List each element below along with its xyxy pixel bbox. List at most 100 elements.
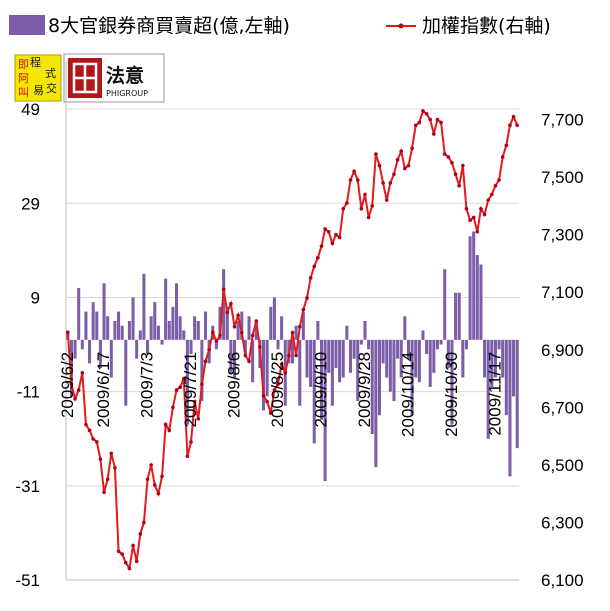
- left-tick-label: -11: [17, 383, 40, 402]
- line-point: [84, 422, 88, 427]
- line-point: [497, 178, 501, 182]
- line-point: [471, 215, 476, 220]
- bar: [305, 339, 309, 378]
- line-point: [305, 296, 309, 300]
- bar: [149, 316, 153, 340]
- line-point: [399, 149, 404, 154]
- left-axis: 49 29 9 -11 -31 -51: [15, 100, 40, 590]
- line-point: [225, 310, 230, 315]
- line-point: [417, 120, 422, 125]
- line-point: [203, 359, 208, 364]
- bar: [84, 311, 88, 340]
- bar: [135, 339, 139, 359]
- right-tick-label: 6,500: [541, 456, 584, 475]
- bar: [138, 330, 142, 340]
- logo-left-char: 叫: [18, 86, 29, 99]
- right-tick-label: 6,700: [541, 398, 584, 417]
- bar: [414, 339, 418, 378]
- bar: [493, 339, 497, 378]
- bar: [214, 339, 218, 350]
- right-tick-label: 7,100: [541, 283, 584, 302]
- bar: [501, 339, 505, 378]
- bar: [515, 339, 519, 449]
- bar: [396, 339, 400, 359]
- line-point: [218, 333, 222, 338]
- bar: [316, 321, 320, 340]
- line-point: [366, 215, 371, 220]
- line-point: [341, 206, 346, 211]
- logo-right-name: 法意: [106, 64, 144, 87]
- logo-left-char: 式: [45, 67, 56, 80]
- bar: [410, 339, 414, 416]
- x-tick-label: 2009/6/2: [58, 352, 77, 418]
- line-point: [171, 405, 175, 410]
- bar: [200, 339, 204, 402]
- line-point: [156, 491, 161, 496]
- bar: [428, 339, 432, 387]
- bar: [95, 311, 99, 340]
- left-tick-label: -31: [15, 477, 40, 496]
- bar: [319, 339, 324, 420]
- bar: [91, 302, 95, 340]
- line-point: [258, 345, 262, 349]
- bar: [109, 339, 113, 378]
- bar: [479, 264, 483, 340]
- line-point: [479, 206, 483, 211]
- line-point: [221, 287, 226, 292]
- bar: [251, 339, 255, 383]
- bar: [435, 339, 439, 350]
- x-tick-label: 2009/9/10: [311, 352, 330, 428]
- line-point: [508, 123, 512, 128]
- bar: [229, 339, 233, 373]
- line-point: [406, 163, 411, 168]
- bar: [450, 339, 454, 425]
- line-point: [276, 382, 280, 387]
- line-point: [301, 307, 306, 312]
- line-point: [355, 178, 360, 182]
- line-point: [490, 192, 494, 197]
- bar: [146, 339, 150, 354]
- bar: [280, 316, 284, 340]
- legend-line-marker: [398, 23, 404, 29]
- bar: [446, 339, 450, 369]
- bar: [124, 339, 128, 406]
- line-point: [403, 166, 407, 171]
- bar: [338, 339, 342, 383]
- line-point: [486, 198, 490, 202]
- bar: [327, 339, 331, 373]
- bar: [363, 321, 367, 340]
- left-tick-label: 49: [21, 100, 40, 119]
- right-tick-label: 7,500: [541, 168, 584, 187]
- bar: [374, 339, 378, 467]
- line-point: [250, 333, 255, 338]
- line-point: [435, 117, 440, 122]
- line-point: [395, 158, 400, 162]
- line-point: [127, 566, 132, 571]
- bar: [381, 339, 385, 364]
- line-point: [374, 152, 378, 156]
- line-point: [254, 319, 259, 323]
- bar: [512, 339, 516, 397]
- right-tick-label: 6,100: [541, 571, 584, 590]
- bar: [127, 321, 131, 340]
- bar: [171, 306, 175, 340]
- line-series: [66, 109, 519, 572]
- bar: [334, 339, 338, 369]
- line-point: [475, 229, 480, 234]
- bar: [77, 288, 81, 340]
- bar-series: [66, 231, 519, 482]
- bar: [443, 269, 447, 340]
- bar: [196, 321, 200, 340]
- line-point: [493, 183, 498, 188]
- line-point: [160, 474, 164, 479]
- line-point: [207, 347, 211, 352]
- x-tick-label: 2009/9/28: [355, 352, 374, 428]
- line-point: [80, 371, 85, 375]
- bar: [106, 316, 110, 340]
- logo-right-sub: PHIGROUP: [106, 89, 148, 98]
- bar: [388, 339, 392, 392]
- line-point: [287, 353, 291, 358]
- bar: [222, 269, 226, 340]
- line-point: [178, 385, 182, 389]
